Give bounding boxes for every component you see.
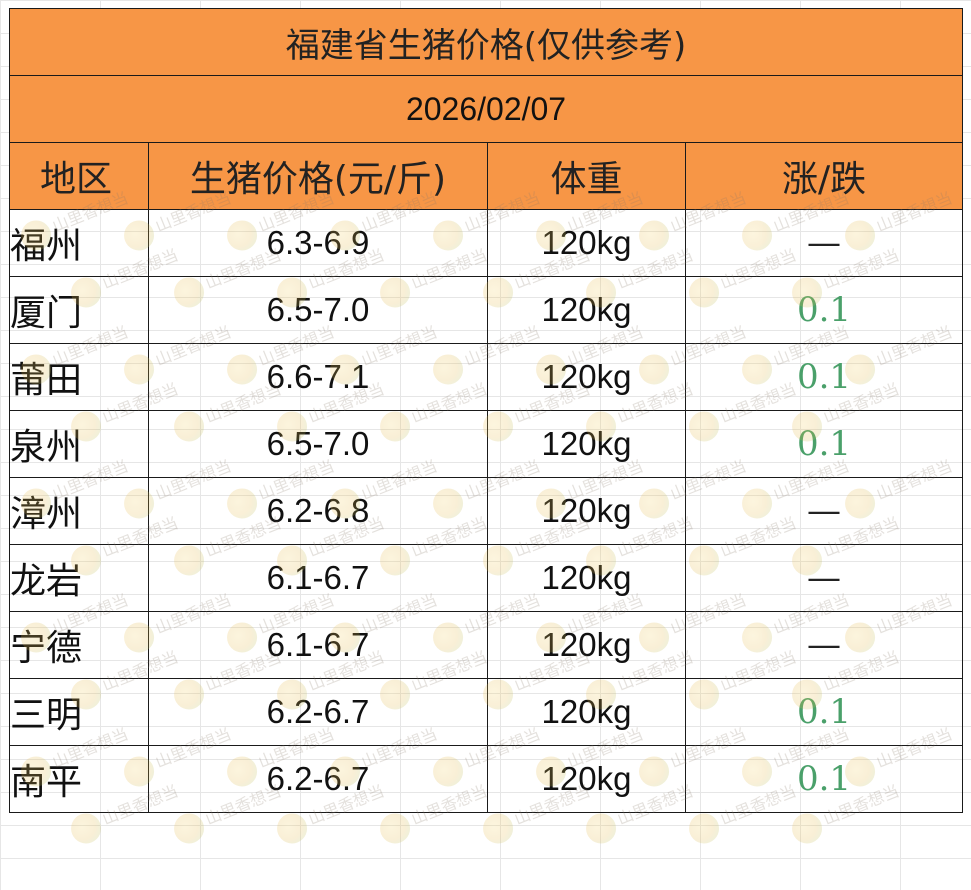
region-cell: 福州: [9, 209, 149, 277]
change-cell: —: [684, 477, 964, 545]
header-change: 涨/跌: [684, 142, 964, 210]
pig-price-table: 福建省生猪价格(仅供参考) 2026/02/07 地区 生猪价格(元/斤) 体重…: [8, 8, 964, 813]
header-weight: 体重: [487, 142, 686, 210]
change-cell: —: [684, 209, 964, 277]
region-cell: 泉州: [9, 410, 149, 478]
table-row: 龙岩 6.1-6.7 120kg —: [9, 544, 964, 612]
price-cell: 6.2-6.7: [148, 745, 488, 813]
change-cell: 0.1: [684, 410, 964, 478]
table-row: 福州 6.3-6.9 120kg —: [9, 209, 964, 277]
region-cell: 莆田: [9, 343, 149, 411]
region-cell: 漳州: [9, 477, 149, 545]
table-row: 泉州 6.5-7.0 120kg 0.1: [9, 410, 964, 478]
price-cell: 6.5-7.0: [148, 410, 488, 478]
table-row: 三明 6.2-6.7 120kg 0.1: [9, 678, 964, 746]
table-row: 漳州 6.2-6.8 120kg —: [9, 477, 964, 545]
price-cell: 6.1-6.7: [148, 544, 488, 612]
weight-cell: 120kg: [487, 678, 686, 746]
region-cell: 三明: [9, 678, 149, 746]
price-cell: 6.2-6.8: [148, 477, 488, 545]
price-cell: 6.2-6.7: [148, 678, 488, 746]
change-cell: 0.1: [684, 276, 964, 344]
price-cell: 6.6-7.1: [148, 343, 488, 411]
weight-cell: 120kg: [487, 276, 686, 344]
weight-cell: 120kg: [487, 544, 686, 612]
table-row: 南平 6.2-6.7 120kg 0.1: [9, 745, 964, 813]
region-cell: 龙岩: [9, 544, 149, 612]
title-row: 福建省生猪价格(仅供参考): [8, 8, 964, 76]
weight-cell: 120kg: [487, 611, 686, 679]
header-region: 地区: [9, 142, 149, 210]
change-cell: 0.1: [684, 678, 964, 746]
table-row: 莆田 6.6-7.1 120kg 0.1: [9, 343, 964, 411]
header-row: 地区 生猪价格(元/斤) 体重 涨/跌: [9, 142, 964, 210]
change-cell: —: [684, 611, 964, 679]
weight-cell: 120kg: [487, 343, 686, 411]
weight-cell: 120kg: [487, 209, 686, 277]
header-price: 生猪价格(元/斤): [148, 142, 488, 210]
date-row: 2026/02/07: [8, 75, 964, 143]
table-row: 厦门 6.5-7.0 120kg 0.1: [9, 276, 964, 344]
table-title: 福建省生猪价格(仅供参考): [8, 8, 964, 76]
price-cell: 6.5-7.0: [148, 276, 488, 344]
weight-cell: 120kg: [487, 477, 686, 545]
price-cell: 6.1-6.7: [148, 611, 488, 679]
region-cell: 厦门: [9, 276, 149, 344]
change-cell: 0.1: [684, 745, 964, 813]
region-cell: 南平: [9, 745, 149, 813]
table-row: 宁德 6.1-6.7 120kg —: [9, 611, 964, 679]
weight-cell: 120kg: [487, 745, 686, 813]
change-cell: 0.1: [684, 343, 964, 411]
region-cell: 宁德: [9, 611, 149, 679]
change-cell: —: [684, 544, 964, 612]
report-date: 2026/02/07: [8, 75, 964, 143]
weight-cell: 120kg: [487, 410, 686, 478]
price-cell: 6.3-6.9: [148, 209, 488, 277]
